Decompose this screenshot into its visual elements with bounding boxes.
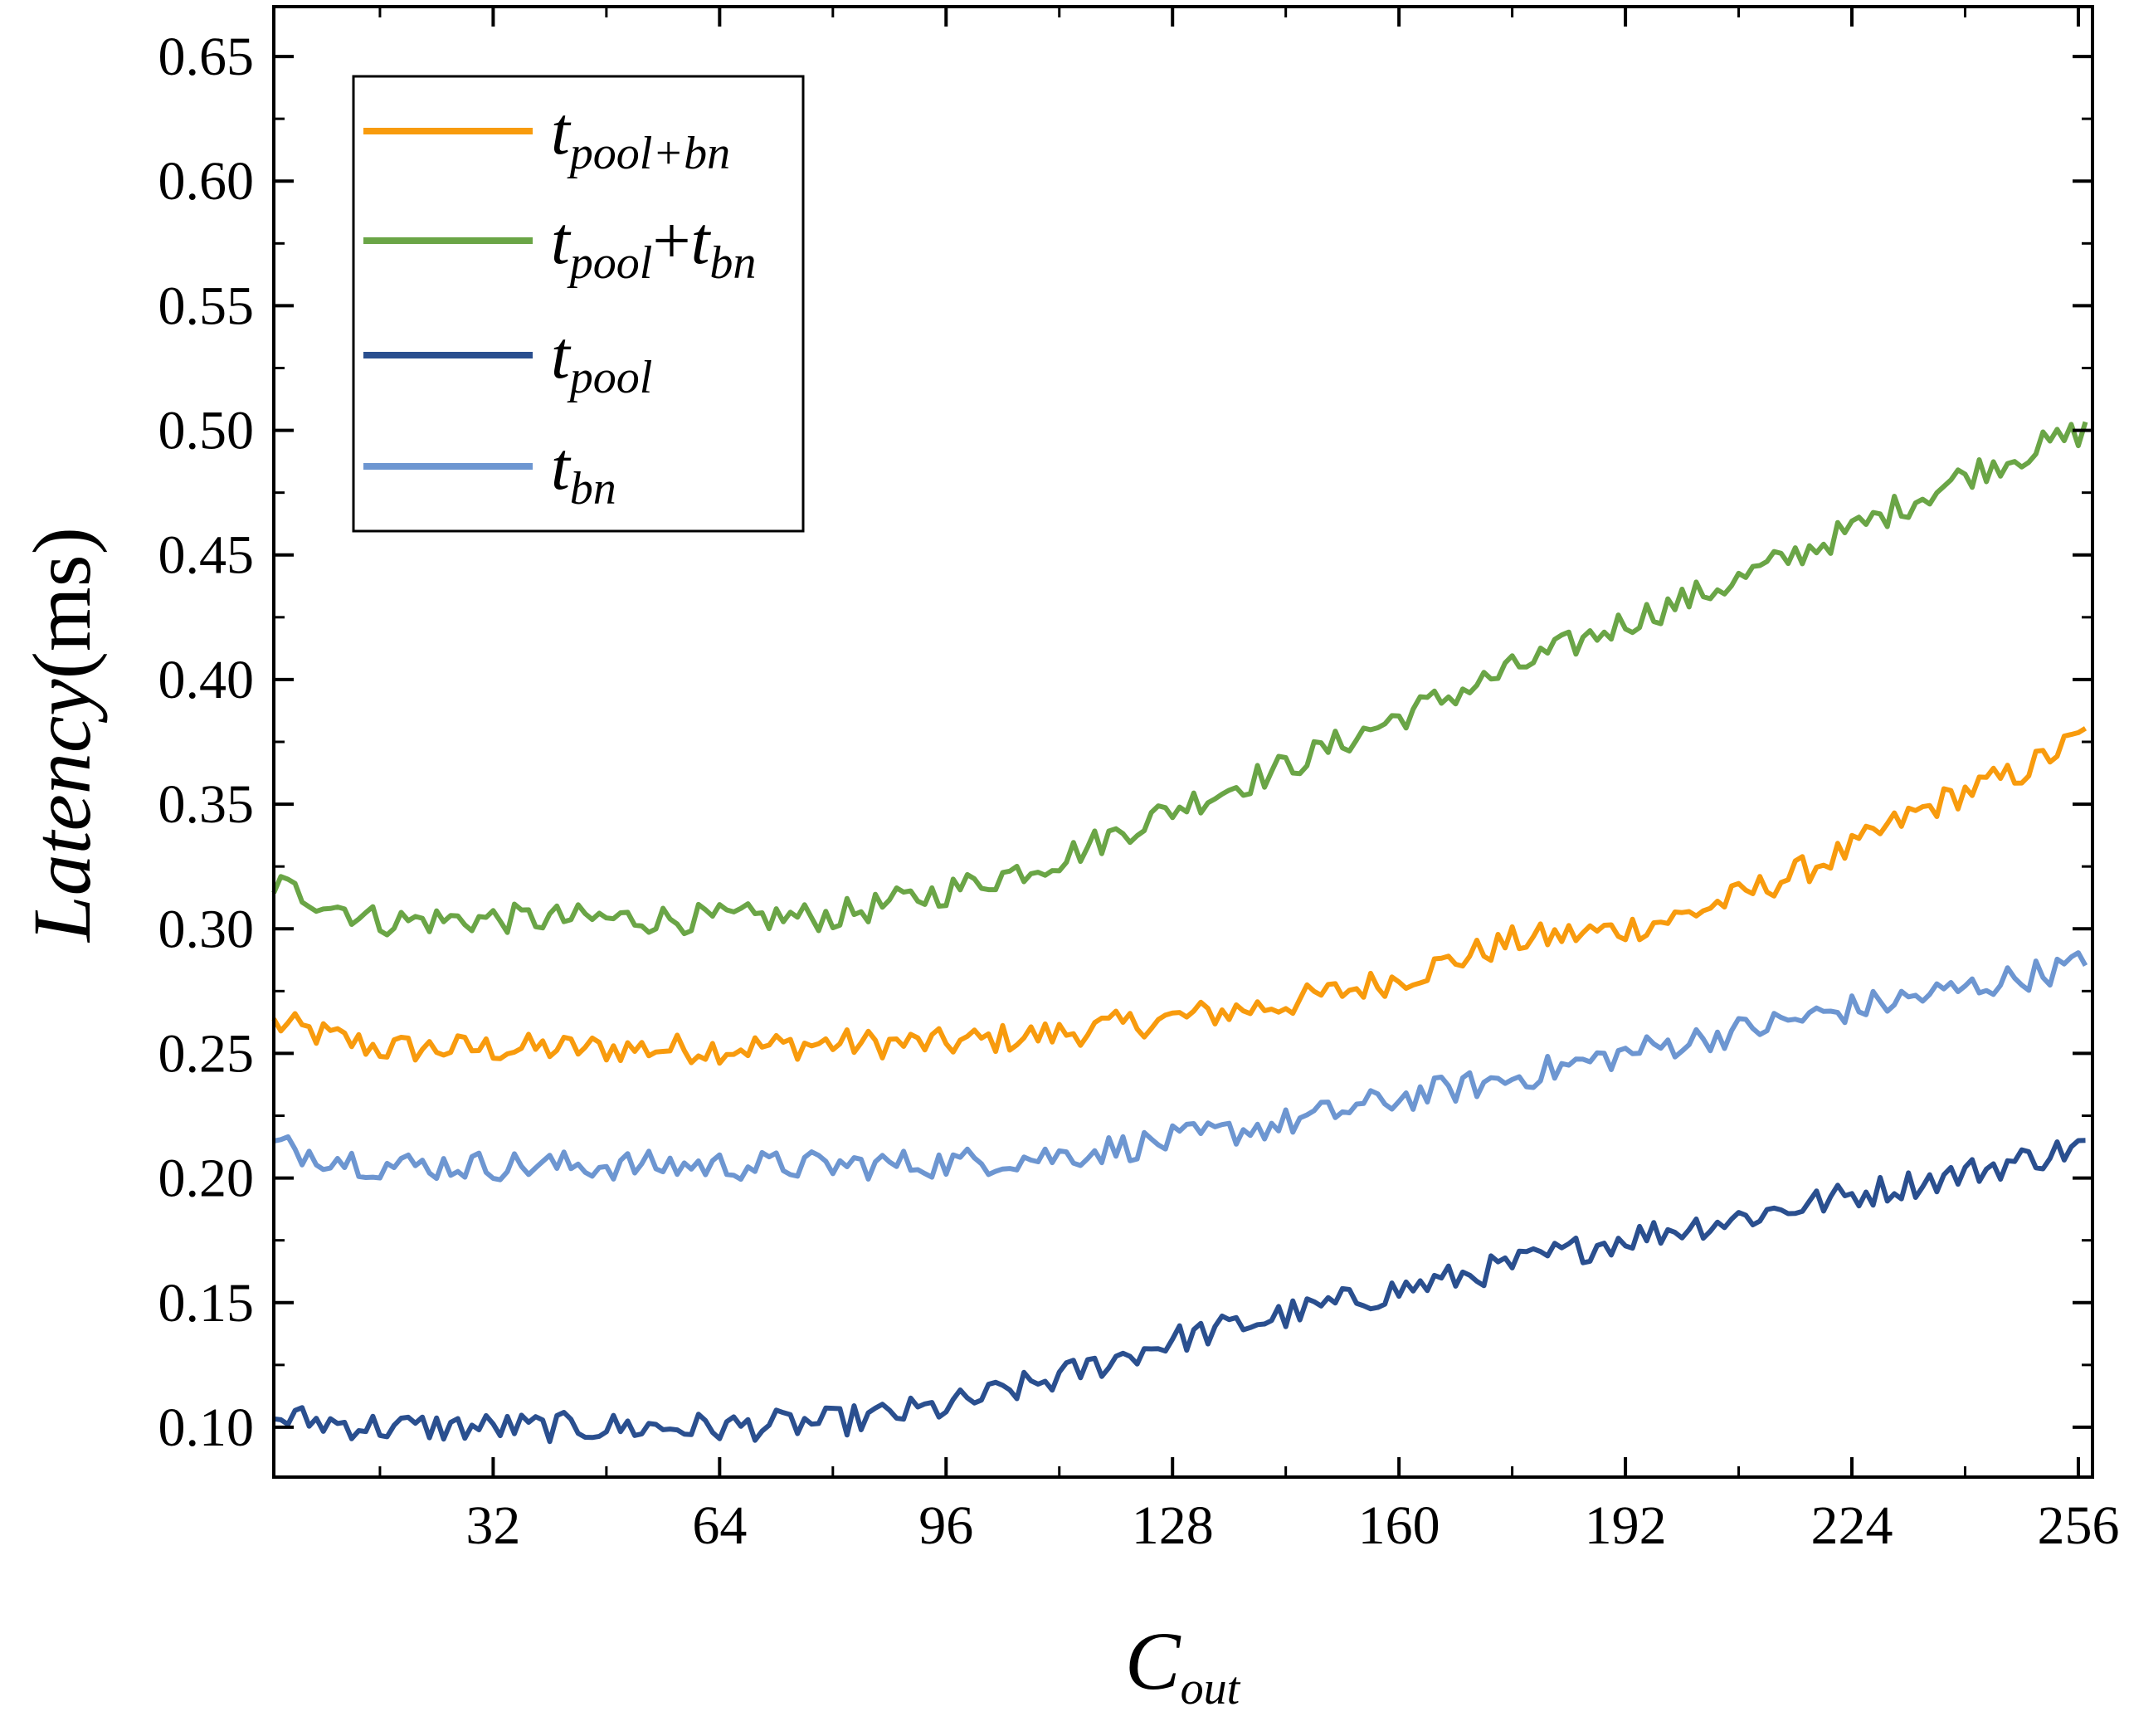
y-tick-label: 0.30 [158, 899, 255, 959]
series-layer [271, 421, 2088, 1445]
x-tick-label: 256 [2037, 1495, 2119, 1556]
x-axis-title: Cout [1125, 1615, 1241, 1714]
series-line-t-pool [273, 1138, 2086, 1445]
legend-label-t-pool-bn: tpool+bn [551, 93, 730, 179]
y-tick-label: 0.45 [158, 525, 255, 586]
ticks-layer [274, 7, 2092, 1477]
y-tick-label: 0.40 [158, 650, 255, 710]
legend-label-t-bn: tbn [551, 428, 616, 514]
legend-label-t-pool: tpool [551, 317, 652, 403]
x-tick-label: 32 [465, 1495, 520, 1556]
series-line-t-pool-t-bn [271, 421, 2088, 938]
y-tick-label: 0.50 [158, 401, 255, 461]
y-axis-title-unit: (ms) [16, 527, 108, 679]
legend-label-t-pool-plus-t-bn: tpool+tbn [551, 202, 756, 289]
x-tick-label: 64 [692, 1495, 747, 1556]
y-tick-label: 0.20 [158, 1148, 255, 1209]
x-tick-label: 96 [918, 1495, 973, 1556]
series-line-t-pool-bn [271, 726, 2088, 1066]
x-tick-label: 128 [1132, 1495, 1214, 1556]
x-tick-label: 192 [1585, 1495, 1667, 1556]
y-tick-label: 0.25 [158, 1023, 255, 1084]
tick-labels-layer: 0.10 0.15 0.20 0.25 0.30 0.35 0.40 0.45 0.50 0.55… [158, 27, 2120, 1556]
x-axis-title-base: C [1125, 1615, 1181, 1707]
x-tick-label: 224 [1811, 1495, 1893, 1556]
y-tick-label: 0.65 [158, 27, 255, 87]
y-tick-label: 0.60 [158, 151, 255, 212]
y-tick-label: 0.15 [158, 1273, 255, 1334]
y-axis-title-italic: Latency [16, 679, 108, 944]
y-axis-title: Latency(ms) [16, 527, 108, 944]
x-tick-label: 160 [1358, 1495, 1440, 1556]
legend-box [352, 75, 805, 533]
series-line-t-bn [273, 950, 2088, 1183]
y-tick-label: 0.10 [158, 1397, 255, 1458]
y-tick-label: 0.55 [158, 276, 255, 336]
legend: tpool+bn tpool+tbn tpool tbn [352, 75, 805, 533]
y-tick-label: 0.35 [158, 774, 255, 835]
x-axis-title-sub: out [1181, 1663, 1241, 1714]
